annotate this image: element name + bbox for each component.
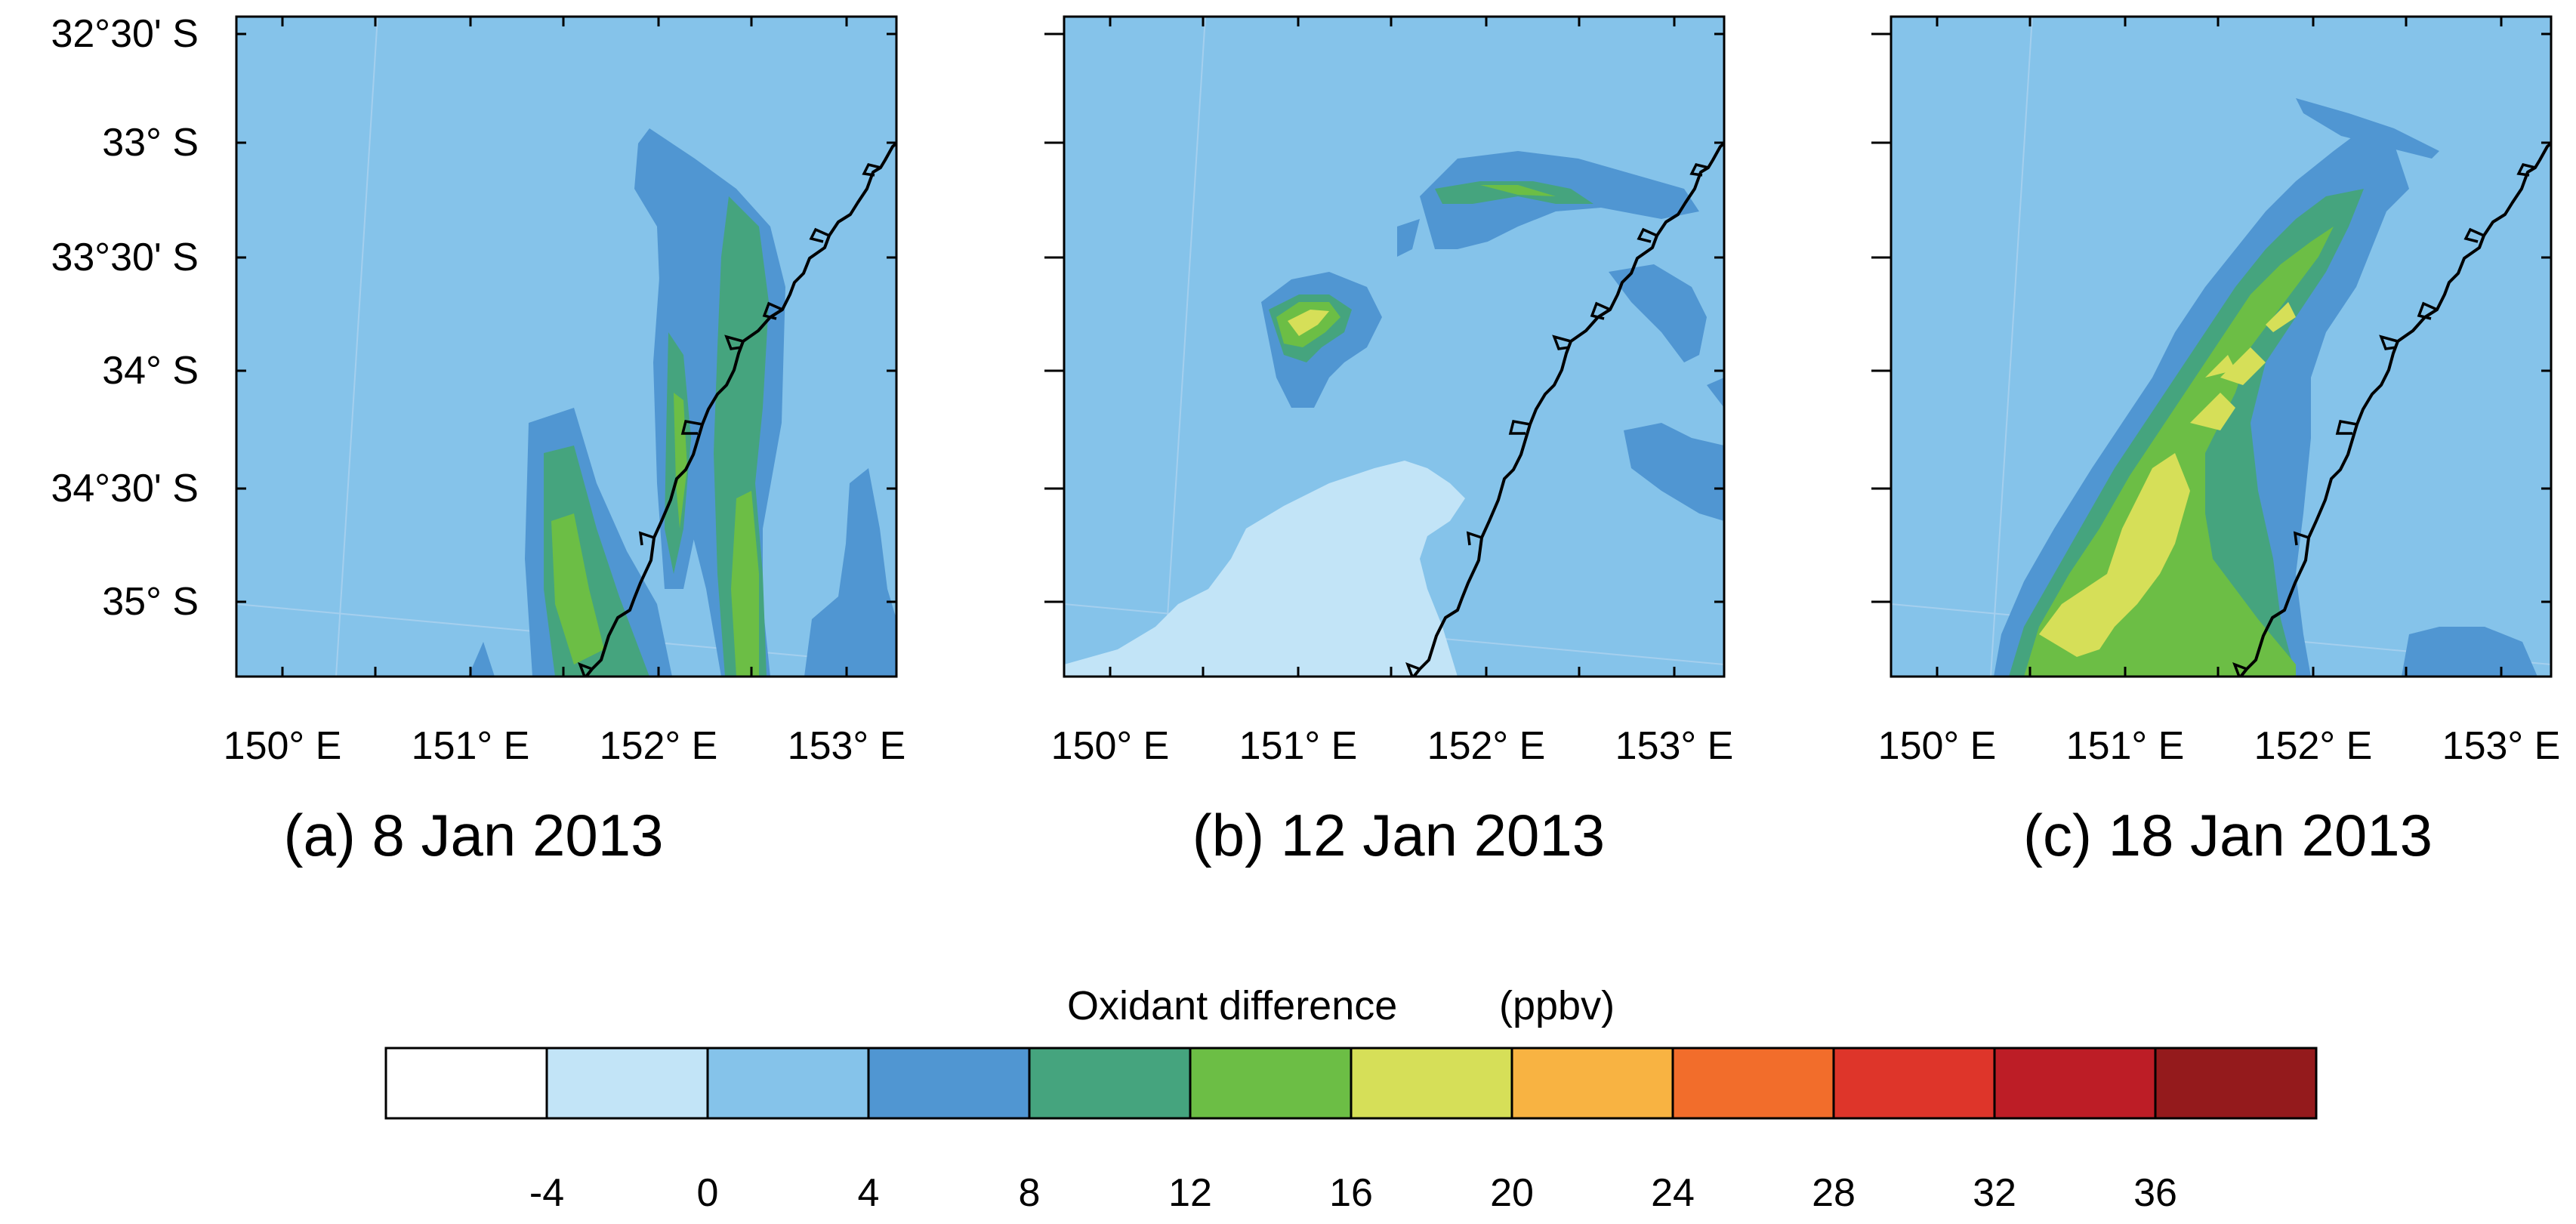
colorbar-box [384, 1047, 548, 1120]
lon-label: 151° E [1239, 724, 1358, 768]
lon-label: 150° E [1051, 724, 1170, 768]
colorbar-title-main: Oxidant difference [1067, 983, 1397, 1028]
lon-label: 151° E [2066, 724, 2185, 768]
lat-label: 34°30' S [51, 467, 199, 510]
panel-b: 150° E 151° E 152° E 153° E (b) 12 Jan 2… [1044, 15, 1734, 868]
panel-a-lon-ticks [281, 17, 848, 677]
lon-label: 152° E [600, 724, 718, 768]
panel-b-frame [1063, 15, 1726, 678]
panel-c-frame [1890, 15, 2553, 678]
colorbar-box [1350, 1047, 1513, 1120]
panel-b-lon-labels: 150° E 151° E 152° E 153° E [1051, 724, 1734, 768]
colorbar-label: 36 [2133, 1171, 2177, 1215]
panel-b-contours [1064, 17, 1724, 677]
colorbar-labels: -4 0 4 8 12 16 20 24 28 32 36 [529, 1171, 2177, 1215]
panel-a-lat-ticks [236, 32, 896, 603]
colorbar-label: -4 [529, 1171, 564, 1215]
colorbar-label: 28 [1812, 1171, 1856, 1215]
panel-a-frame [235, 15, 898, 678]
panel-a-lat-labels: 32°30' S 33° S 33°30' S 34° S 34°30' S 3… [51, 12, 199, 624]
colorbar-title-units: (ppbv) [1499, 983, 1615, 1028]
lat-label: 32°30' S [51, 12, 199, 56]
lon-label: 153° E [788, 724, 906, 768]
colorbar-box [1671, 1047, 1835, 1120]
colorbar-box [1832, 1047, 1996, 1120]
colorbar-label: 32 [1973, 1171, 2016, 1215]
colorbar-boxes [384, 1047, 2318, 1120]
colorbar-box [1189, 1047, 1353, 1120]
panel-a-caption: (a) 8 Jan 2013 [283, 802, 663, 868]
panel-c-contours [1891, 17, 2551, 677]
panel-b-lat-ticks [1044, 32, 1724, 603]
colorbar-label: 8 [1019, 1171, 1041, 1215]
panel-a-lon-labels: 150° E 151° E 152° E 153° E [224, 724, 906, 768]
colorbar-box [1028, 1047, 1192, 1120]
lat-label: 35° S [102, 580, 199, 624]
lon-label: 153° E [1615, 724, 1734, 768]
lat-label: 34° S [102, 349, 199, 393]
colorbar-box [867, 1047, 1031, 1120]
colorbar-box [2154, 1047, 2318, 1120]
colorbar-title: Oxidant difference (ppbv) [1067, 983, 1615, 1028]
colorbar-label: 16 [1329, 1171, 1373, 1215]
colorbar-label: 4 [858, 1171, 880, 1215]
lat-label: 33° S [102, 121, 199, 165]
colorbar-label: 20 [1490, 1171, 1534, 1215]
panel-c-caption: (c) 18 Jan 2013 [2023, 802, 2433, 868]
lon-label: 150° E [224, 724, 342, 768]
panel-b-caption: (b) 12 Jan 2013 [1192, 802, 1605, 868]
colorbar-box [1993, 1047, 2157, 1120]
lon-label: 150° E [1878, 724, 1997, 768]
colorbar-label: 12 [1168, 1171, 1212, 1215]
panel-c: 150° E 151° E 152° E 153° E (c) 18 Jan 2… [1871, 15, 2561, 868]
panel-a-contours [236, 17, 896, 677]
panel-c-lat-ticks [1871, 32, 2551, 603]
lat-label: 33°30' S [51, 236, 199, 279]
panel-a: 32°30' S 33° S 33°30' S 34° S 34°30' S 3… [51, 12, 906, 868]
panel-c-lon-ticks [1936, 17, 2503, 677]
lon-label: 152° E [2254, 724, 2373, 768]
lon-label: 153° E [2442, 724, 2561, 768]
colorbar-label: 0 [697, 1171, 719, 1215]
colorbar-box [545, 1047, 709, 1120]
colorbar-box [706, 1047, 870, 1120]
colorbar-label: 24 [1651, 1171, 1695, 1215]
lon-label: 151° E [412, 724, 530, 768]
colorbar-box [1510, 1047, 1674, 1120]
panel-c-lon-labels: 150° E 151° E 152° E 153° E [1878, 724, 2561, 768]
lon-label: 152° E [1427, 724, 1546, 768]
panel-b-lon-ticks [1109, 17, 1676, 677]
colorbar: Oxidant difference (ppbv) -4 0 4 8 12 16 20 24 2… [384, 983, 2318, 1215]
